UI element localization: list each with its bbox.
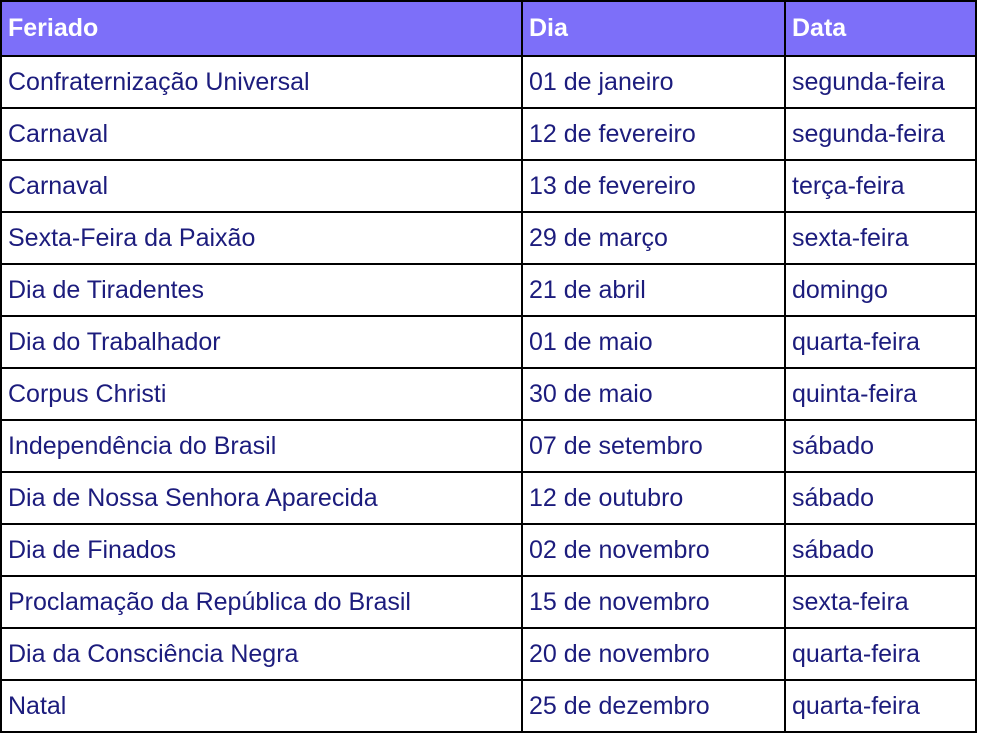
table-row: Natal 25 de dezembro quarta-feira (1, 680, 977, 733)
table-cell-feriado: Dia da Consciência Negra (1, 628, 523, 681)
table-cell-feriado: Confraternização Universal (1, 56, 523, 109)
table-row: Carnaval 12 de fevereiro segunda-feira (1, 108, 977, 161)
table-cell-feriado: Dia de Finados (1, 524, 523, 577)
table-cell-dia: 01 de maio (522, 316, 786, 369)
table-cell-data: segunda-feira (785, 56, 977, 109)
table-cell-data: sábado (785, 472, 977, 525)
column-header-feriado: Feriado (1, 1, 523, 57)
table-body: Confraternização Universal 01 de janeiro s… (1, 56, 977, 733)
table-header-row: Feriado Dia Data (1, 1, 977, 57)
table-row: Dia da Consciência Negra 20 de novembro qu… (1, 628, 977, 681)
table-cell-feriado: Carnaval (1, 108, 523, 161)
table-cell-data: sexta-feira (785, 576, 977, 629)
table-cell-dia: 25 de dezembro (522, 680, 786, 733)
table-cell-feriado: Dia de Nossa Senhora Aparecida (1, 472, 523, 525)
table-cell-data: sexta-feira (785, 212, 977, 265)
table-cell-data: quarta-feira (785, 316, 977, 369)
table-cell-data: sábado (785, 420, 977, 473)
table-cell-data: domingo (785, 264, 977, 317)
table-header: Feriado Dia Data (1, 1, 977, 57)
table-row: Corpus Christi 30 de maio quinta-feira (1, 368, 977, 421)
table-cell-feriado: Corpus Christi (1, 368, 523, 421)
table-row: Sexta-Feira da Paixão 29 de março sexta-fe… (1, 212, 977, 265)
table-cell-data: terça-feira (785, 160, 977, 213)
table-row: Dia de Nossa Senhora Aparecida 12 de outu… (1, 472, 977, 525)
table-row: Dia de Tiradentes 21 de abril domingo (1, 264, 977, 317)
table-row: Independência do Brasil 07 de setembro sáb… (1, 420, 977, 473)
table-row: Dia do Trabalhador 01 de maio quarta-feira (1, 316, 977, 369)
table-cell-feriado: Carnaval (1, 160, 523, 213)
table-row: Confraternização Universal 01 de janeiro s… (1, 56, 977, 109)
table-cell-dia: 07 de setembro (522, 420, 786, 473)
table-cell-dia: 21 de abril (522, 264, 786, 317)
table-row: Dia de Finados 02 de novembro sábado (1, 524, 977, 577)
table-cell-feriado: Sexta-Feira da Paixão (1, 212, 523, 265)
table-cell-dia: 13 de fevereiro (522, 160, 786, 213)
table-row: Proclamação da República do Brasil 15 de … (1, 576, 977, 629)
column-header-dia: Dia (522, 1, 786, 57)
table-cell-dia: 30 de maio (522, 368, 786, 421)
table-cell-data: quarta-feira (785, 680, 977, 733)
table-cell-dia: 20 de novembro (522, 628, 786, 681)
table-cell-data: segunda-feira (785, 108, 977, 161)
table-cell-dia: 12 de outubro (522, 472, 786, 525)
table-cell-feriado: Natal (1, 680, 523, 733)
holidays-table: Feriado Dia Data Confraternização Univer… (0, 0, 977, 733)
table-cell-data: quarta-feira (785, 628, 977, 681)
table-cell-dia: 15 de novembro (522, 576, 786, 629)
table-cell-dia: 02 de novembro (522, 524, 786, 577)
table-cell-feriado: Proclamação da República do Brasil (1, 576, 523, 629)
table-cell-feriado: Independência do Brasil (1, 420, 523, 473)
table-cell-feriado: Dia de Tiradentes (1, 264, 523, 317)
table-cell-dia: 12 de fevereiro (522, 108, 786, 161)
table-cell-dia: 01 de janeiro (522, 56, 786, 109)
table-cell-feriado: Dia do Trabalhador (1, 316, 523, 369)
table-cell-data: quinta-feira (785, 368, 977, 421)
table-cell-data: sábado (785, 524, 977, 577)
table-cell-dia: 29 de março (522, 212, 786, 265)
column-header-data: Data (785, 1, 977, 57)
table-row: Carnaval 13 de fevereiro terça-feira (1, 160, 977, 213)
